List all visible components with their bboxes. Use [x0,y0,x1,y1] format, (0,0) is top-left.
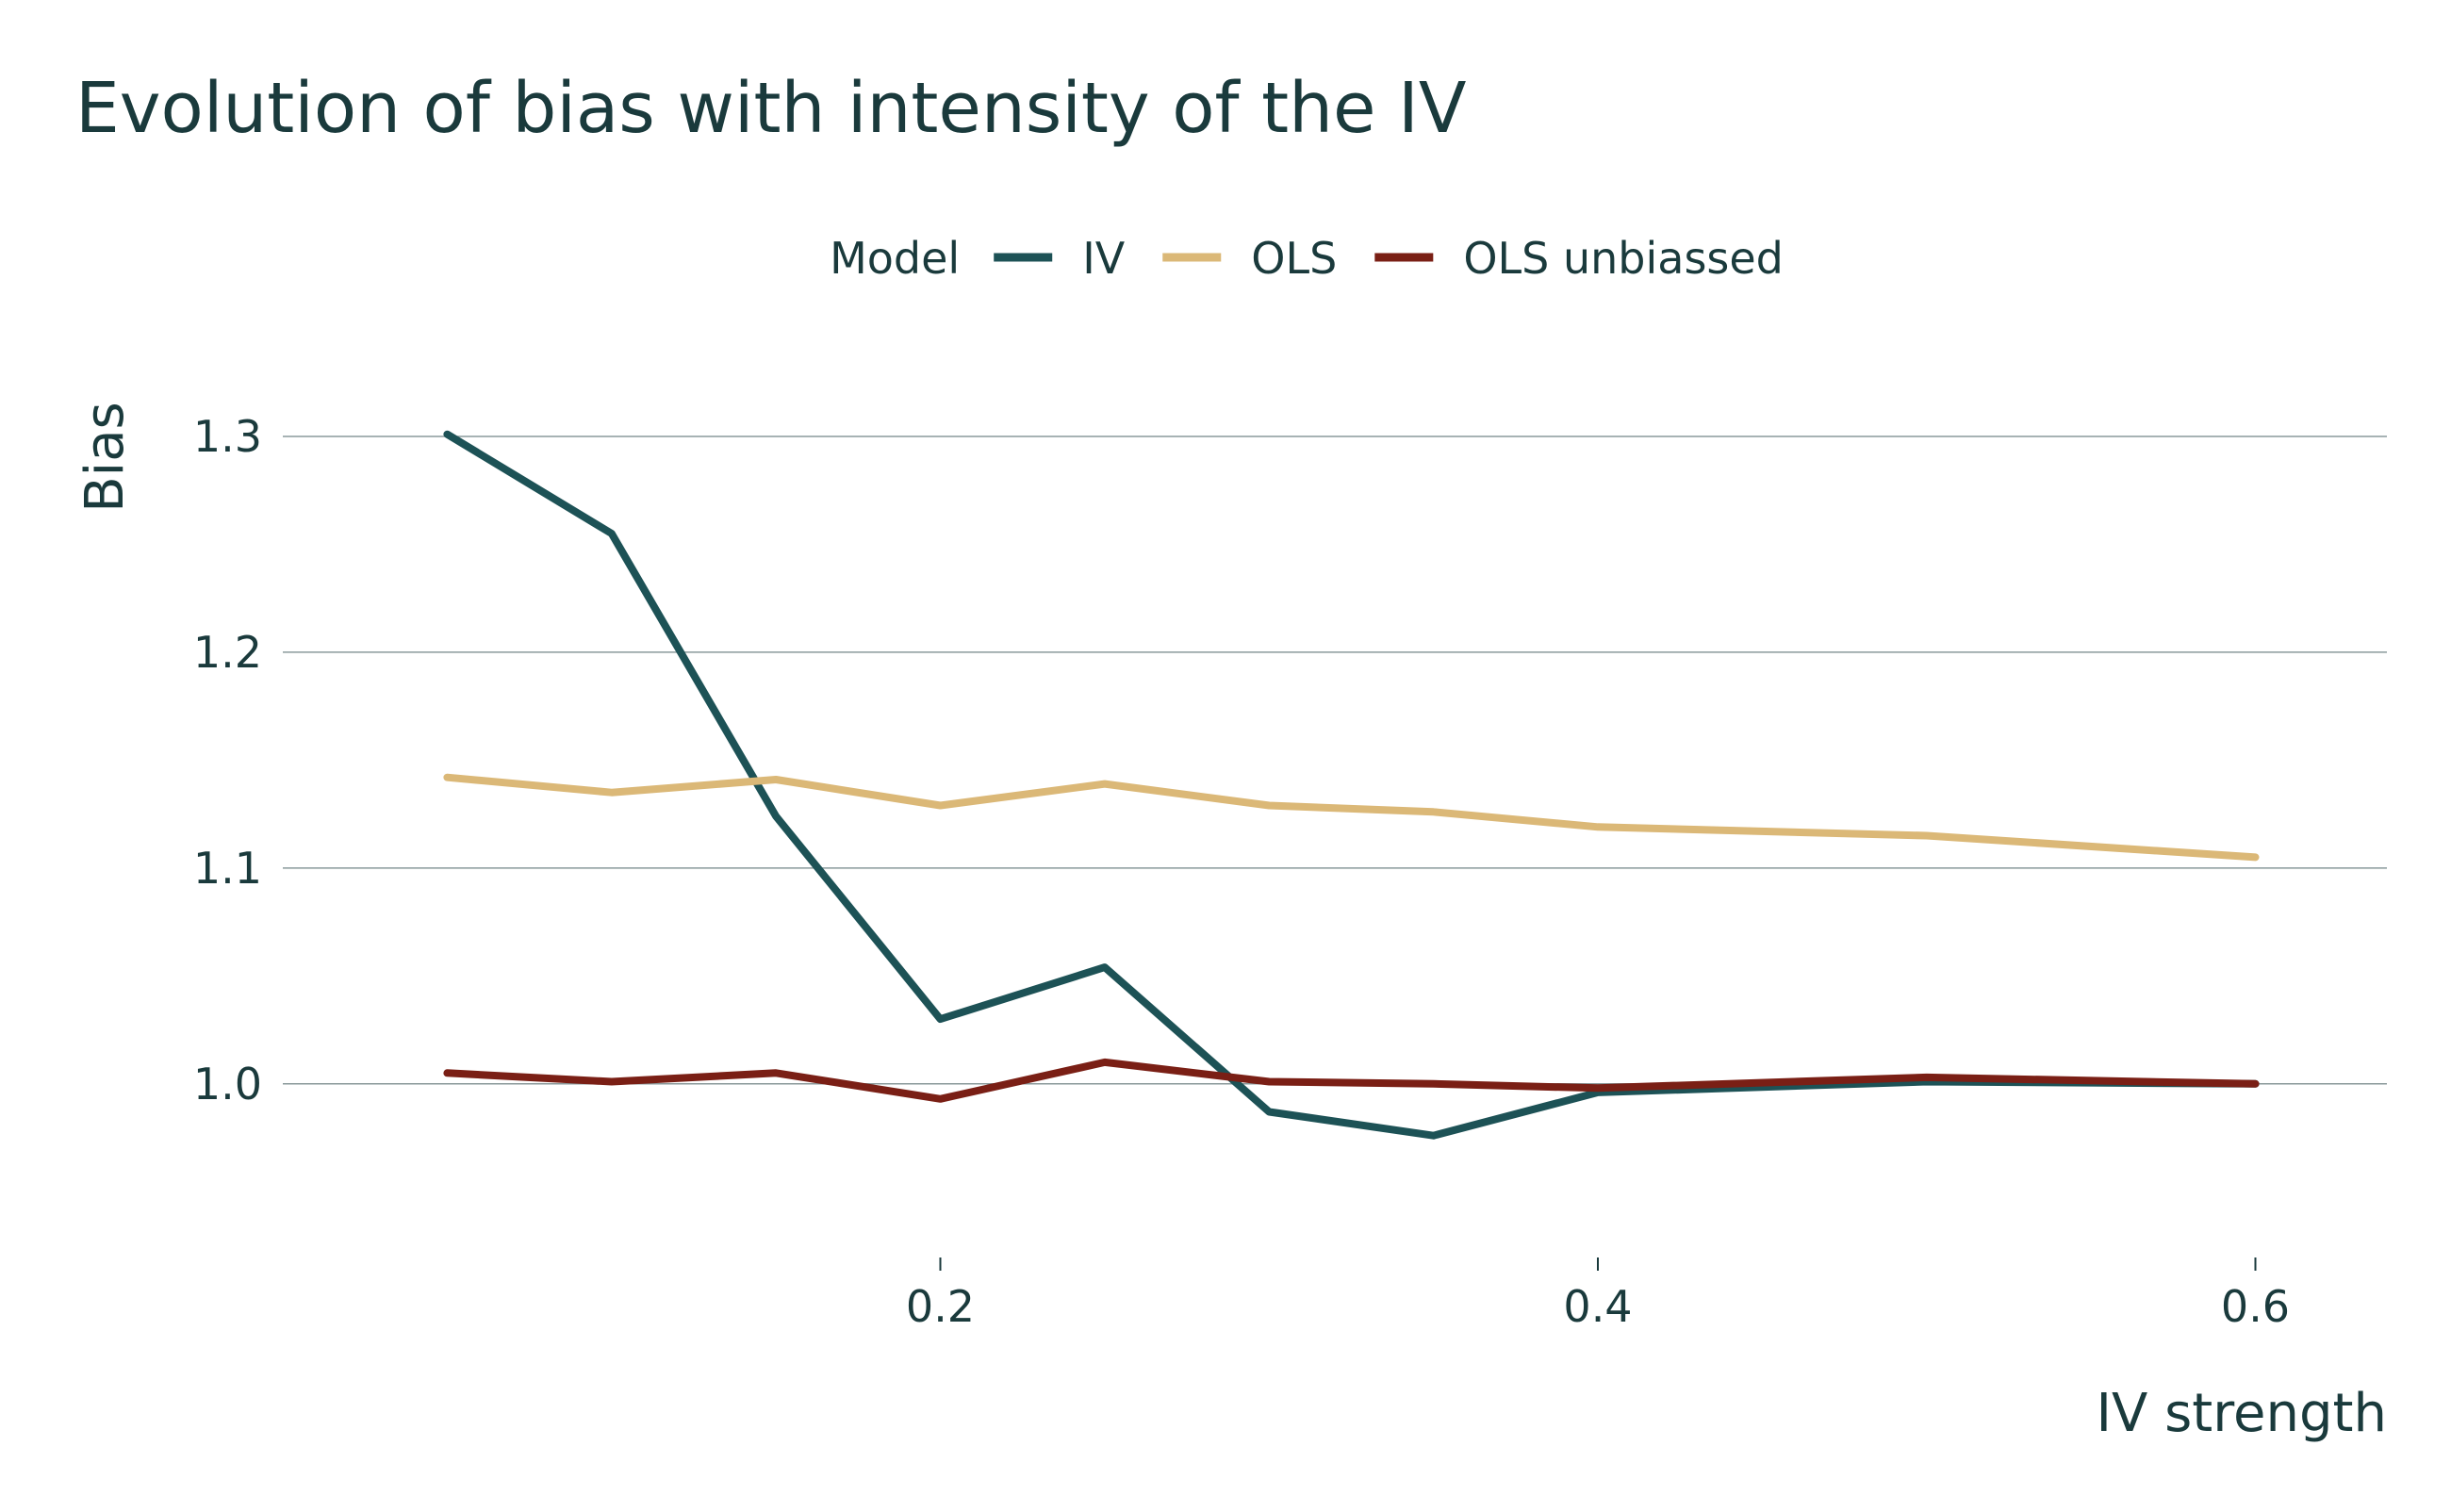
legend-label-iv: IV [1082,233,1126,284]
legend-title: Model [830,233,960,284]
chart-title: Evolution of bias with intensity of the … [75,68,1467,149]
legend-item-iv: IV [994,233,1126,284]
series-line-ols-unbiassed [443,1058,2260,1103]
y-axis-ticks: 1.0 1.1 1.2 1.3 [193,411,262,1109]
legend-label-ols: OLS [1251,233,1337,284]
y-tick-label: 1.2 [193,627,262,678]
grid-lines [283,436,2387,1085]
series-line-ols [443,773,2260,862]
x-tick-label: 0.4 [1563,1281,1632,1332]
x-tick-label: 0.2 [906,1281,975,1332]
x-tick-label: 0.6 [2221,1281,2290,1332]
series-line-iv [443,430,2260,1140]
legend-item-ols: OLS [1162,233,1337,284]
x-axis-ticks: 0.2 0.4 0.6 [906,1257,2290,1332]
legend-item-ols-unbiassed: OLS unbiassed [1374,233,1784,284]
legend: Model IV OLS OLS unbiassed [830,233,1784,284]
y-axis-label: Bias [74,402,136,512]
x-axis-label: IV strength [2097,1383,2388,1444]
legend-items: IV OLS OLS unbiassed [994,233,1784,284]
y-tick-label: 1.3 [193,411,262,462]
series-lines [443,430,2260,1140]
y-tick-label: 1.0 [193,1059,262,1109]
legend-label-ols-unbiassed: OLS unbiassed [1463,233,1784,284]
y-tick-label: 1.1 [193,843,262,894]
